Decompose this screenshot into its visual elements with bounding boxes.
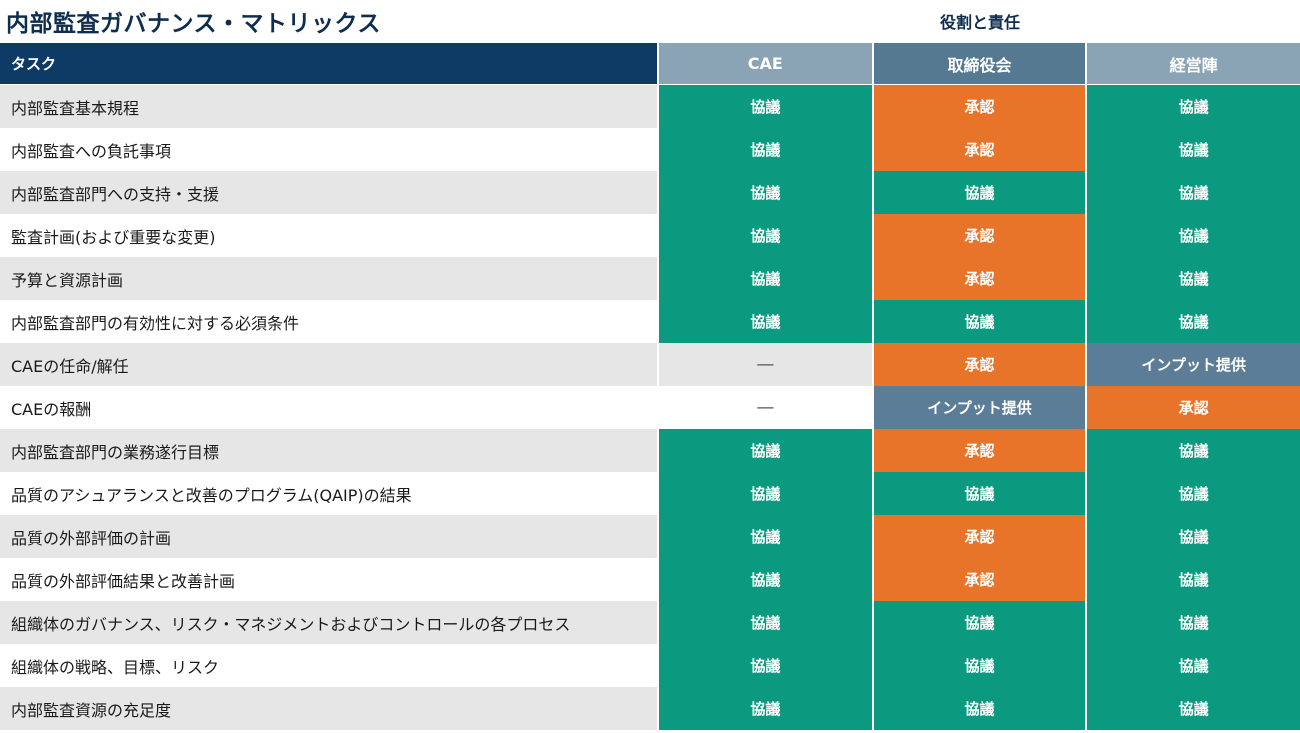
header-management: 経営陣 [1087, 43, 1300, 84]
management-role-cell: 協議 [1087, 128, 1300, 171]
management-role-cell: 協議 [1087, 472, 1300, 515]
task-cell: 品質の外部評価の計画 [0, 515, 657, 558]
management-role-cell: 協議 [1087, 171, 1300, 214]
cae-role-cell: 協議 [659, 644, 872, 687]
table-row: 品質の外部評価結果と改善計画 協議 承認 協議 [0, 558, 1300, 601]
cae-role-cell: — [659, 386, 872, 429]
cae-role-cell: 協議 [659, 214, 872, 257]
task-cell: 品質のアシュアランスと改善のプログラム(QAIP)の結果 [0, 472, 657, 515]
board-role-cell: 承認 [873, 128, 1086, 171]
table-row: 組織体の戦略、目標、リスク 協議 協議 協議 [0, 644, 1300, 687]
management-role-cell: 承認 [1087, 386, 1300, 429]
task-cell: CAEの報酬 [0, 386, 657, 429]
roles-caption: 役割と責任 [939, 13, 1020, 32]
task-cell: CAEの任命/解任 [0, 343, 657, 386]
task-cell: 監査計画(および重要な変更) [0, 214, 657, 257]
cae-role-cell: 協議 [659, 257, 872, 300]
table-row: 品質の外部評価の計画 協議 承認 協議 [0, 515, 1300, 558]
board-role-cell: 承認 [873, 558, 1086, 601]
table-row: CAEの任命/解任 — 承認 インプット提供 [0, 343, 1300, 386]
cae-role-cell: 協議 [659, 128, 872, 171]
table-row: 内部監査部門への支持・支援 協議 協議 協議 [0, 171, 1300, 214]
task-cell: 内部監査部門の業務遂行目標 [0, 429, 657, 472]
cae-role-cell: 協議 [659, 687, 872, 730]
governance-matrix: タスク CAE 取締役会 経営陣 内部監査基本規程 協議 承認 協議 内部監査への負託事… [0, 43, 1300, 730]
management-role-cell: 協議 [1087, 257, 1300, 300]
cae-role-cell: 協議 [659, 85, 872, 128]
table-row: 予算と資源計画 協議 承認 協議 [0, 257, 1300, 300]
board-role-cell: 承認 [873, 343, 1086, 386]
cae-role-cell: 協議 [659, 515, 872, 558]
cae-role-cell: 協議 [659, 558, 872, 601]
table-row: 内部監査への負託事項 協議 承認 協議 [0, 128, 1300, 171]
board-role-cell: 承認 [873, 85, 1086, 128]
task-cell: 予算と資源計画 [0, 257, 657, 300]
header-row: タスク CAE 取締役会 経営陣 [0, 43, 1300, 84]
cae-role-cell: 協議 [659, 171, 872, 214]
task-cell: 内部監査基本規程 [0, 85, 657, 128]
task-cell: 内部監査部門の有効性に対する必須条件 [0, 300, 657, 343]
task-cell: 内部監査への負託事項 [0, 128, 657, 171]
table-row: 内部監査部門の有効性に対する必須条件 協議 協議 協議 [0, 300, 1300, 343]
cae-role-cell: 協議 [659, 300, 872, 343]
board-role-cell: 承認 [873, 214, 1086, 257]
header-cae: CAE [659, 43, 872, 84]
task-cell: 組織体のガバナンス、リスク・マネジメントおよびコントロールの各プロセス [0, 601, 657, 644]
management-role-cell: 協議 [1087, 214, 1300, 257]
board-role-cell: 協議 [873, 601, 1086, 644]
board-role-cell: インプット提供 [873, 386, 1086, 429]
task-cell: 内部監査部門への支持・支援 [0, 171, 657, 214]
cae-role-cell: 協議 [659, 472, 872, 515]
board-role-cell: 協議 [873, 687, 1086, 730]
cae-role-cell: 協議 [659, 601, 872, 644]
board-role-cell: 協議 [873, 472, 1086, 515]
task-cell: 内部監査資源の充足度 [0, 687, 657, 730]
table-row: 内部監査部門の業務遂行目標 協議 承認 協議 [0, 429, 1300, 472]
matrix-body: 内部監査基本規程 協議 承認 協議 内部監査への負託事項 協議 承認 協議 内部監査部門への支持… [0, 85, 1300, 730]
board-role-cell: 協議 [873, 171, 1086, 214]
management-role-cell: 協議 [1087, 558, 1300, 601]
management-role-cell: 協議 [1087, 515, 1300, 558]
board-role-cell: 承認 [873, 515, 1086, 558]
cae-role-cell: — [659, 343, 872, 386]
board-role-cell: 協議 [873, 644, 1086, 687]
header-task: タスク [0, 43, 657, 84]
page-title: 内部監査ガバナンス・マトリックス [6, 11, 381, 37]
header-board: 取締役会 [873, 43, 1086, 84]
task-cell: 組織体の戦略、目標、リスク [0, 644, 657, 687]
management-role-cell: 協議 [1087, 644, 1300, 687]
management-role-cell: 協議 [1087, 429, 1300, 472]
table-row: 品質のアシュアランスと改善のプログラム(QAIP)の結果 協議 協議 協議 [0, 472, 1300, 515]
management-role-cell: インプット提供 [1087, 343, 1300, 386]
cae-role-cell: 協議 [659, 429, 872, 472]
management-role-cell: 協議 [1087, 687, 1300, 730]
management-role-cell: 協議 [1087, 601, 1300, 644]
board-role-cell: 承認 [873, 257, 1086, 300]
table-row: 内部監査基本規程 協議 承認 協議 [0, 85, 1300, 128]
management-role-cell: 協議 [1087, 85, 1300, 128]
table-row: 監査計画(および重要な変更) 協議 承認 協議 [0, 214, 1300, 257]
table-row: 内部監査資源の充足度 協議 協議 協議 [0, 687, 1300, 730]
board-role-cell: 承認 [873, 429, 1086, 472]
task-cell: 品質の外部評価結果と改善計画 [0, 558, 657, 601]
board-role-cell: 協議 [873, 300, 1086, 343]
table-row: CAEの報酬 — インプット提供 承認 [0, 386, 1300, 429]
management-role-cell: 協議 [1087, 300, 1300, 343]
table-row: 組織体のガバナンス、リスク・マネジメントおよびコントロールの各プロセス 協議 協議協… [0, 601, 1300, 644]
